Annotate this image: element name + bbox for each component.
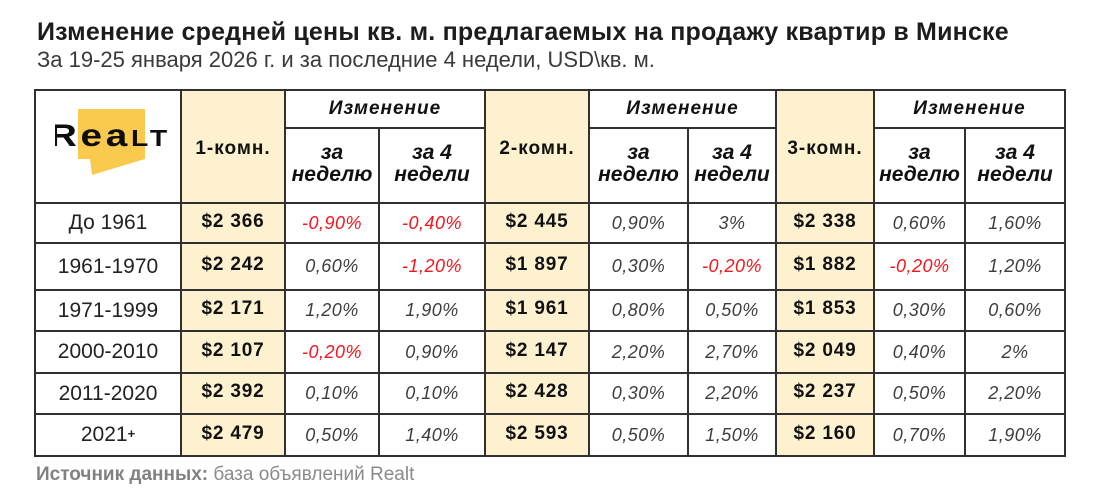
svg-text:ReaLT: ReaLT xyxy=(55,118,170,153)
